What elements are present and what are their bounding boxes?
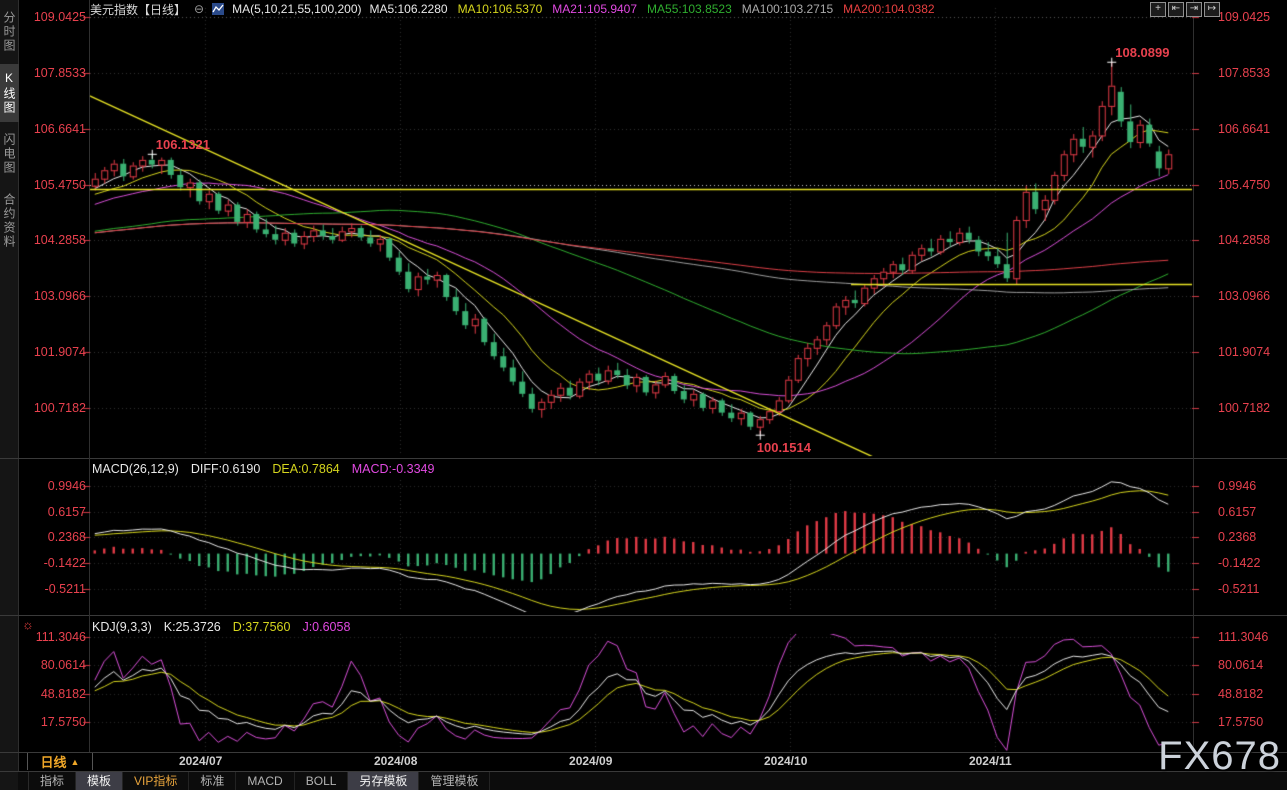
price-axis-label-right: 100.7182 — [1218, 401, 1271, 415]
macd-axis-label-right: -0.5211 — [1218, 582, 1260, 596]
price-axis-label-left: 100.7182 — [33, 401, 86, 415]
x-axis-label: 2024/07 — [178, 754, 223, 768]
macd-axis-label-left: -0.1422 — [43, 556, 86, 571]
mini-line-chart-icon — [212, 3, 225, 15]
macd-axis-label-left: 0.2368 — [47, 530, 86, 545]
macd-title: MACD(26,12,9) — [92, 462, 179, 476]
period-label: 日线 — [40, 755, 67, 770]
kdj-axis-label-right: 80.0614 — [1218, 658, 1264, 673]
price-axis-label-right: 109.0425 — [1218, 10, 1271, 24]
ma-value-2: MA21:105.9407 — [552, 2, 638, 16]
x-axis-label: 2024/10 — [763, 754, 808, 768]
price-axis-label-left: 109.0425 — [33, 10, 86, 24]
price-axis-label-left: 107.8533 — [33, 65, 86, 80]
price-axis-label-right: 106.6641 — [1218, 121, 1271, 136]
pan-icon[interactable]: + — [1150, 2, 1166, 17]
price-annotation: 108.0899 — [1115, 44, 1170, 60]
kdj-axis-label-right: 48.8182 — [1218, 686, 1264, 701]
macd-axis-label-right: 0.6157 — [1218, 504, 1257, 519]
chart-toolbar: + ⇤ ⇥ ↦ — [1150, 2, 1220, 17]
kdj-axis-label-right: 111.3046 — [1218, 630, 1269, 644]
price-annotation: 106.1321 — [155, 136, 210, 152]
ma-value-0: MA5:106.2280 — [369, 2, 448, 16]
symbol-title: 美元指数【日线】 — [90, 2, 187, 17]
ma-value-3: MA55:103.8523 — [647, 2, 732, 16]
macd-dea-value: DEA:0.7864 — [272, 462, 340, 476]
chart-header: 美元指数【日线】 ⊖ MA(5,10,21,55,100,200) MA5:10… — [90, 1, 935, 17]
price-axis-label-right: 105.4750 — [1218, 177, 1271, 192]
kdj-header: KDJ(9,3,3) K:25.3726 D:37.7560 J:0.6058 — [92, 620, 350, 634]
macd-axis-label-left: 0.6157 — [47, 504, 86, 519]
triangle-up-icon: ▲ — [70, 756, 80, 767]
period-selector[interactable]: 日线 ▲ — [27, 753, 93, 770]
macd-axis-label-right: 0.2368 — [1218, 530, 1257, 545]
ma-value-4: MA100:103.2715 — [741, 2, 834, 16]
price-annotation: 100.1514 — [756, 439, 811, 455]
macd-header: MACD(26,12,9) DIFF:0.6190 DEA:0.7864 MAC… — [92, 462, 434, 476]
macd-value: MACD:-0.3349 — [351, 462, 435, 476]
watermark: FX678 — [1158, 734, 1281, 778]
shift-right-icon[interactable]: ↦ — [1204, 2, 1220, 17]
kdj-axis-label-left: 111.3046 — [35, 630, 86, 644]
kdj-j-value: J:0.6058 — [302, 620, 351, 634]
ma-value-5: MA200:104.0382 — [843, 2, 935, 16]
pin-left-icon[interactable]: ⇤ — [1168, 2, 1184, 17]
kdj-axis-label-left: 80.0614 — [40, 658, 86, 673]
price-axis-label-left: 104.2858 — [33, 233, 86, 248]
x-axis-label: 2024/09 — [569, 754, 613, 768]
collapse-icon[interactable]: ⊖ — [194, 2, 205, 16]
macd-axis-label-right: 0.9946 — [1218, 479, 1257, 493]
price-axis-label-left: 101.9074 — [33, 345, 86, 360]
ma-config-label: MA(5,10,21,55,100,200) — [232, 2, 362, 16]
price-axis-label-left: 103.0966 — [33, 289, 86, 304]
price-axis-label-right: 101.9074 — [1218, 345, 1271, 360]
price-axis-label-right: 103.0966 — [1218, 289, 1271, 304]
macd-axis-label-left: 0.9946 — [47, 479, 86, 493]
macd-axis-label-left: -0.5211 — [44, 582, 86, 596]
kdj-axis-label-right: 17.5750 — [1218, 715, 1264, 729]
kdj-d-value: D:37.7560 — [232, 620, 291, 634]
macd-diff-value: DIFF:0.6190 — [190, 462, 261, 476]
ma-values: MA5:106.2280 MA10:106.5370 MA21:105.9407 MA… — [370, 2, 935, 16]
price-axis-label-left: 105.4750 — [33, 177, 86, 192]
price-axis-label-left: 106.6641 — [33, 121, 86, 136]
indicator-alarm-icon[interactable]: ☼ — [22, 617, 34, 632]
x-axis-label: 2024/08 — [373, 754, 418, 768]
pin-right-icon[interactable]: ⇥ — [1186, 2, 1202, 17]
kdj-title: KDJ(9,3,3) — [92, 620, 152, 634]
price-axis-label-right: 104.2858 — [1218, 233, 1271, 248]
price-axis-label-right: 107.8533 — [1218, 65, 1271, 80]
macd-axis-label-right: -0.1422 — [1218, 556, 1261, 571]
kdj-axis-label-left: 17.5750 — [40, 715, 86, 729]
kdj-axis-label-left: 48.8182 — [40, 686, 86, 701]
x-axis-label: 2024/11 — [968, 754, 1012, 768]
ma-value-1: MA10:106.5370 — [457, 2, 543, 16]
kdj-k-value: K:25.3726 — [163, 620, 221, 634]
